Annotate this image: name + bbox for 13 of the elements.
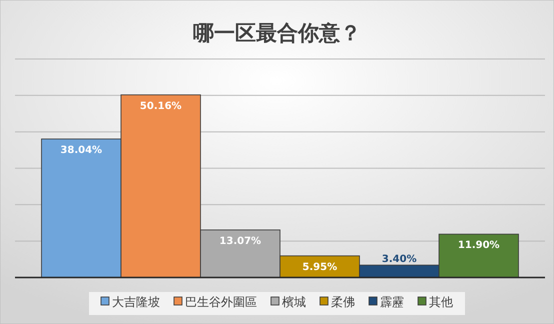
data-label: 11.90% — [458, 240, 500, 252]
legend-label: 檳城 — [282, 295, 306, 309]
data-label: 3.40% — [382, 254, 417, 266]
data-label: 13.07% — [219, 236, 262, 247]
legend-label: 大吉隆坡 — [112, 295, 160, 309]
data-label: 38.04% — [60, 144, 102, 156]
legend-label: 霹靂 — [380, 295, 404, 309]
data-label: 50.16% — [140, 100, 182, 112]
data-label: 5.95% — [302, 262, 338, 273]
legend-label: 柔佛 — [331, 295, 355, 309]
legend-label: 巴生谷外圍區 — [185, 295, 257, 309]
chart-title: 哪一区最合你意？ — [193, 20, 361, 45]
legend-label: 其他 — [429, 295, 453, 309]
